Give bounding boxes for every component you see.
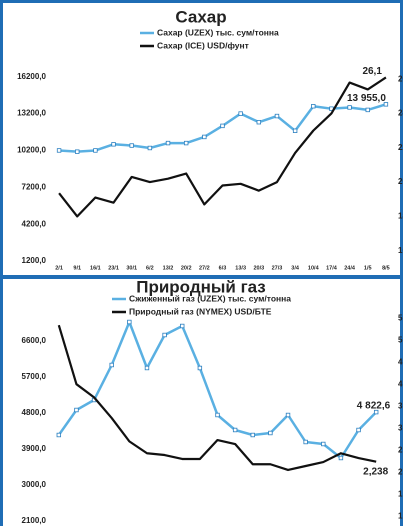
x-tick-label: 20/3 <box>253 265 264 271</box>
y2-tick-label: 22,0 <box>398 143 403 152</box>
y-tick-label: 4200,0 <box>22 219 47 228</box>
value-label: 13 955,0 <box>347 93 386 104</box>
y2-tick-label: 24,0 <box>398 109 403 118</box>
y-tick-label: 6600,0 <box>22 336 47 345</box>
x-tick-label: 9/1 <box>73 265 81 271</box>
point-marker <box>183 140 189 146</box>
x-tick-label: 20/2 <box>181 265 192 271</box>
point-marker <box>56 148 62 153</box>
point-marker <box>165 140 171 146</box>
point-marker <box>292 128 298 133</box>
x-tick-label: 24/4 <box>344 265 356 271</box>
point-marker <box>129 143 134 148</box>
x-tick-label: 8/5 <box>382 265 390 271</box>
x-tick-label: 23/1 <box>108 265 119 271</box>
point-marker <box>109 362 114 368</box>
point-marker <box>93 148 98 153</box>
y-tick-label: 4800,0 <box>22 408 47 417</box>
y2-tick-label: 3,0 <box>398 423 403 432</box>
point-marker <box>250 432 255 438</box>
y2-tick-label: 4,0 <box>398 379 403 388</box>
y2-tick-label: 3,5 <box>398 401 403 410</box>
point-marker <box>268 430 273 436</box>
series-line <box>58 76 387 218</box>
point-marker <box>285 412 291 418</box>
chart-title: Сахар <box>175 7 226 26</box>
point-marker <box>365 107 370 113</box>
x-tick-label: 17/4 <box>326 265 338 271</box>
chart-title: Природный газ <box>136 277 266 296</box>
point-marker <box>220 123 225 129</box>
point-marker <box>232 427 238 433</box>
legend-label: Сахар (UZEX) тыс. сум/тонна <box>157 27 279 37</box>
y2-tick-label: 5,0 <box>398 335 403 344</box>
y-tick-label: 5700,0 <box>22 372 47 381</box>
value-label: 4 822,6 <box>357 401 391 412</box>
x-tick-label: 2/1 <box>55 265 63 271</box>
x-tick-label: 30/1 <box>126 265 137 271</box>
point-marker <box>215 412 220 418</box>
y-tick-label: 3900,0 <box>22 444 47 453</box>
y-tick-label: 16200,0 <box>17 72 46 81</box>
legend-label: Сахар (ICE) USD/фунт <box>157 40 249 50</box>
y-tick-label: 10200,0 <box>17 146 46 155</box>
point-marker <box>238 111 243 116</box>
y2-tick-label: 2,5 <box>398 445 403 454</box>
y-tick-label: 2100,0 <box>22 516 47 525</box>
point-marker <box>356 427 361 433</box>
y2-tick-label: 16,0 <box>398 246 403 255</box>
point-marker <box>127 319 132 325</box>
x-tick-label: 6/2 <box>146 265 154 271</box>
legend-label: Сжиженный газ (UZEX) тыс. сум/тонна <box>129 293 291 303</box>
point-marker <box>311 104 316 109</box>
y2-tick-label: 26,0 <box>398 74 403 83</box>
y2-tick-label: 18,0 <box>398 212 403 221</box>
x-tick-label: 13/2 <box>163 265 174 271</box>
point-marker <box>303 439 308 445</box>
legend-label: Природный газ (NYMEX) USD/БТЕ <box>129 306 272 316</box>
point-marker <box>147 145 153 151</box>
x-tick-label: 16/1 <box>90 265 101 271</box>
y2-tick-label: 20,0 <box>398 177 403 186</box>
point-marker <box>383 102 389 107</box>
x-tick-label: 6/3 <box>219 265 227 271</box>
point-marker <box>162 332 167 338</box>
point-marker <box>75 149 80 154</box>
point-marker <box>56 432 62 438</box>
y2-tick-label: 1,0 <box>398 511 403 520</box>
point-marker <box>144 365 150 371</box>
y2-tick-label: 1,5 <box>398 489 403 498</box>
x-tick-label: 1/5 <box>364 265 372 271</box>
y2-tick-label: 5,5 <box>398 313 403 322</box>
point-marker <box>202 134 207 140</box>
x-tick-label: 13/3 <box>235 265 246 271</box>
y-tick-label: 1200,0 <box>22 256 47 265</box>
x-tick-label: 3/4 <box>291 265 300 271</box>
point-marker <box>256 119 262 125</box>
point-marker <box>338 455 344 461</box>
x-tick-label: 27/3 <box>272 265 283 271</box>
point-marker <box>347 105 352 110</box>
panel <box>3 279 400 526</box>
y-tick-label: 3000,0 <box>22 480 47 489</box>
series-line <box>57 324 377 472</box>
y-tick-label: 7200,0 <box>22 182 47 191</box>
value-label: 2,238 <box>363 466 388 477</box>
y-tick-label: 13200,0 <box>17 109 46 118</box>
point-marker <box>111 142 116 147</box>
point-marker <box>74 407 79 413</box>
point-marker <box>373 409 379 415</box>
x-tick-label: 10/4 <box>308 265 320 271</box>
y2-tick-label: 2,0 <box>398 467 403 476</box>
point-marker <box>180 323 185 329</box>
y2-tick-label: 4,5 <box>398 357 403 366</box>
point-marker <box>321 441 326 447</box>
point-marker <box>197 365 203 371</box>
value-label: 26,1 <box>362 66 382 77</box>
x-tick-label: 27/2 <box>199 265 210 271</box>
point-marker <box>274 113 280 119</box>
